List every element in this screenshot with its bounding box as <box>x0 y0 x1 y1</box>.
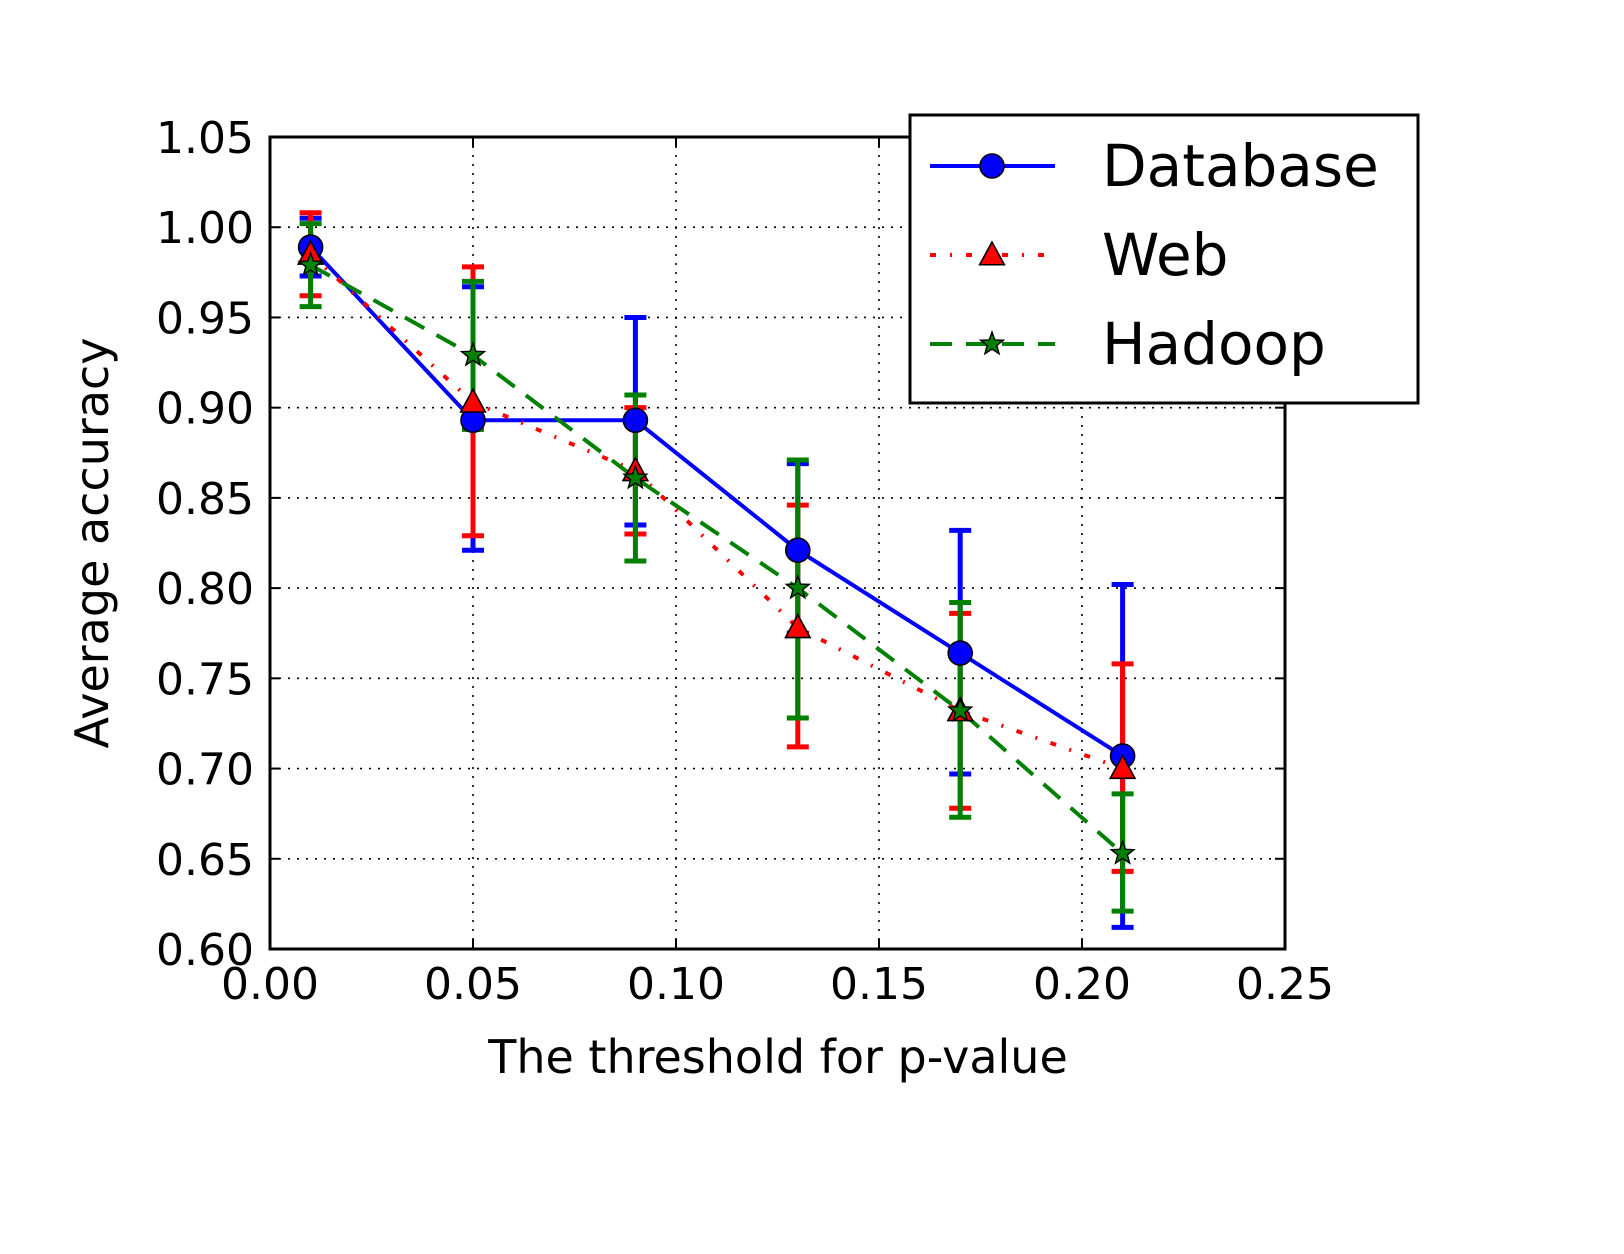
hadoop-markers <box>297 251 1136 865</box>
hadoop-point <box>946 696 974 723</box>
hadoop-point <box>459 341 487 367</box>
y-tick-label: 0.80 <box>156 564 254 615</box>
x-tick-label: 0.25 <box>1236 959 1334 1010</box>
x-axis-title: The threshold for p-value <box>487 1030 1068 1084</box>
x-tick-label: 0.20 <box>1033 959 1131 1010</box>
y-tick-label: 1.00 <box>156 203 254 254</box>
y-tick-label: 0.75 <box>156 654 254 705</box>
database-point <box>947 640 974 666</box>
database-series-line <box>309 245 1124 758</box>
hadoop-point <box>1109 839 1136 865</box>
legend: Database Web Hadoop <box>908 113 1420 405</box>
y-axis-title: Average accuracy <box>65 337 119 748</box>
y-tick-label: 1.05 <box>156 113 254 164</box>
y-tick-label: 0.95 <box>156 293 254 344</box>
web-line-group <box>309 252 1124 771</box>
legend-label-web: Web <box>1102 221 1228 289</box>
y-tick-label: 0.65 <box>156 835 254 886</box>
hadoop-point <box>784 574 812 600</box>
legend-marker-database <box>979 153 1005 179</box>
y-tick-label: 0.70 <box>156 745 254 796</box>
hadoop-point <box>622 463 649 490</box>
axis-ticks: 0.00 0.05 0.10 0.15 0.20 0.25 0.60 0.65 0.70 0.75… <box>156 113 1334 1010</box>
web-point <box>459 387 487 413</box>
x-tick-label: 0.00 <box>221 959 319 1010</box>
legend-label-database: Database <box>1102 132 1379 200</box>
legend-marker-hadoop <box>978 329 1006 356</box>
series-layer <box>296 210 1137 930</box>
web-point <box>784 613 812 639</box>
plot-frame <box>268 135 1287 951</box>
y-tick-label: 0.85 <box>156 474 254 525</box>
x-tick-label: 0.10 <box>627 959 725 1010</box>
hadoop-series-line <box>309 263 1124 855</box>
legend-marker-web <box>978 240 1006 266</box>
hadoop-line-group <box>309 263 1124 855</box>
database-point <box>784 537 811 564</box>
y-tick-label: 0.90 <box>156 384 254 435</box>
hadoop-point <box>297 251 324 277</box>
x-tick-label: 0.15 <box>830 959 928 1010</box>
database-point <box>622 407 649 434</box>
y-tick-label: 0.60 <box>156 925 254 976</box>
database-line-group <box>309 245 1124 758</box>
web-series-line <box>309 252 1124 771</box>
x-tick-label: 0.05 <box>424 959 522 1010</box>
web-point <box>1108 753 1137 780</box>
legend-label-hadoop: Hadoop <box>1102 310 1326 378</box>
